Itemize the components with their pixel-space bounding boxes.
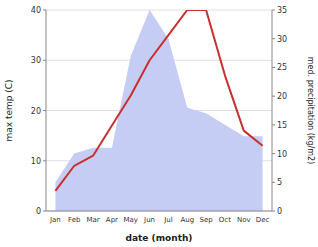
x-tick-label: Jun	[143, 216, 155, 224]
y-tick-label: 30	[31, 56, 41, 65]
x-tick-label: May	[124, 216, 138, 224]
x-tick-label: Oct	[219, 216, 231, 224]
x-tick-label: Jan	[49, 216, 61, 224]
y-tick	[43, 160, 46, 161]
temperature-line	[55, 10, 262, 191]
y-tick-label: 40	[31, 6, 41, 15]
x-axis-label: date (month)	[126, 233, 193, 243]
x-tick-label: Aug	[180, 216, 194, 224]
x-tick-label: Dec	[256, 216, 270, 224]
y-tick	[43, 10, 46, 11]
y2-tick-label: 5	[277, 178, 282, 187]
y-axis-label: max temp (C)	[4, 79, 14, 141]
y2-tick-label: 35	[277, 6, 287, 15]
y2-tick-label: 30	[277, 35, 287, 44]
x-tick-label: Apr	[106, 216, 118, 224]
y-tick-label: 20	[31, 107, 41, 116]
y2-tick	[272, 153, 275, 154]
y2-tick	[272, 124, 275, 125]
marks	[55, 10, 262, 211]
y2-tick	[272, 38, 275, 39]
y-tick	[43, 110, 46, 111]
y2-tick-label: 20	[277, 92, 287, 101]
y2-tick	[272, 182, 275, 183]
y-tick	[43, 60, 46, 61]
y2-tick-label: 0	[277, 207, 282, 216]
x-tick-label: Sep	[199, 216, 213, 224]
y2-axis-line	[272, 10, 273, 211]
y2-tick	[272, 211, 275, 212]
x-tick-label: Jul	[163, 216, 173, 224]
y2-axis-label: med. precipitation (kg/m2)	[306, 57, 315, 164]
y-tick-label: 0	[36, 207, 41, 216]
y-tick-label: 10	[31, 157, 41, 166]
grid-line	[46, 10, 272, 11]
y2-tick	[272, 10, 275, 11]
chart: 0 10 20 30 40 0 5 10 15 20 25 30 35 Jan Feb Mar Apr May Ju…	[0, 0, 318, 247]
x-tick-label: Feb	[68, 216, 81, 224]
y-tick	[43, 211, 46, 212]
x-axis-line	[46, 211, 272, 212]
y2-tick-label: 25	[277, 63, 287, 72]
y2-tick	[272, 96, 275, 97]
y2-tick	[272, 67, 275, 68]
y2-tick-label: 10	[277, 150, 287, 159]
y2-tick-label: 15	[277, 121, 287, 130]
precipitation-area	[55, 10, 262, 211]
x-tick-label: Mar	[86, 216, 99, 224]
grid-line	[46, 211, 272, 212]
grid	[46, 10, 272, 211]
x-tick-label: Nov	[237, 216, 251, 224]
